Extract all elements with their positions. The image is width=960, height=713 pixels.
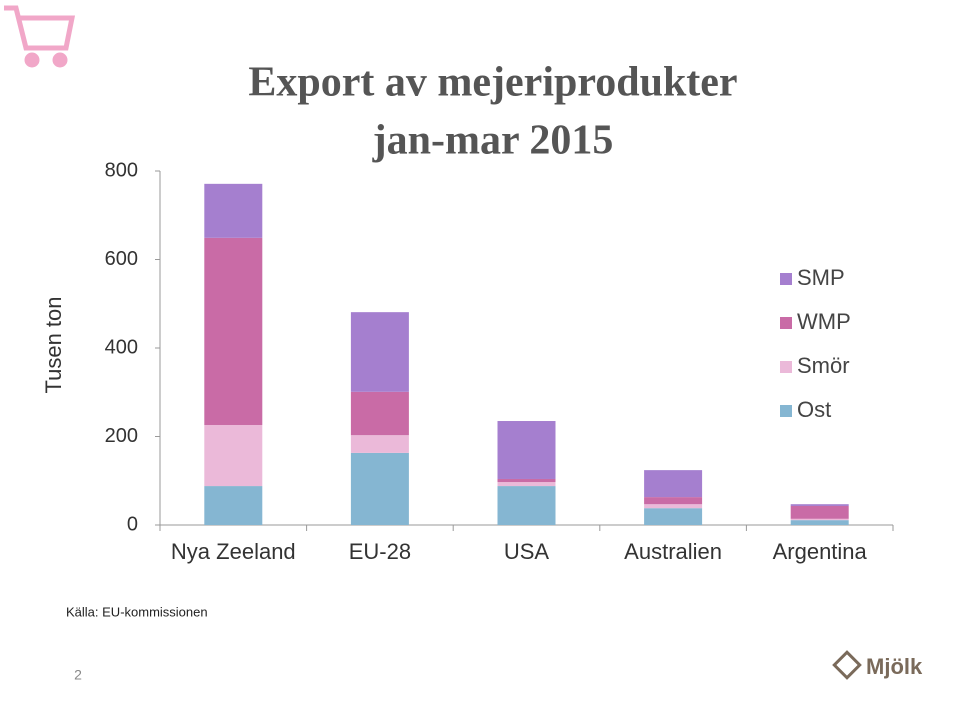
legend-label: WMP [797,309,851,334]
bar-segment [497,478,556,483]
y-tick-label: 200 [105,425,138,447]
legend-label: SMP [797,265,845,290]
y-tick-label: 600 [105,248,138,270]
x-tick-label: Australien [624,539,722,564]
bar-segment [204,237,263,425]
legend-swatch [780,361,792,373]
bar-segment [350,452,409,525]
bar-segment [644,508,703,525]
bar-segment [350,435,409,453]
bar-segment [644,470,703,498]
bar-segment [790,504,849,506]
chart-title: Export av mejeriprodukter [248,60,737,106]
legend-swatch [780,405,792,417]
bar-segment [644,497,703,505]
cart-icon [4,5,76,68]
bar-segment [204,424,263,487]
legend-label: Ost [797,397,831,422]
x-tick-label: USA [504,539,550,564]
logo-text: Mjölk [866,654,923,679]
bar-segment [497,421,556,479]
y-tick-label: 400 [105,336,138,358]
bar-segment [790,520,849,525]
page-number: 2 [74,667,82,683]
x-tick-label: Nya Zeeland [171,539,296,564]
x-tick-label: EU-28 [349,539,411,564]
bar-segment [790,518,849,521]
bar-segment [497,486,556,525]
logo: Mjölk [832,650,923,680]
legend-swatch [780,273,792,285]
bar-segment [644,504,703,509]
chart-title: jan-mar 2015 [372,118,614,164]
source: Källa: EU-kommissionen [66,604,208,619]
y-tick-label: 800 [105,159,138,181]
bar-segment [350,391,409,436]
legend-swatch [780,317,792,329]
bar-segment [204,183,263,238]
x-tick-label: Argentina [773,539,868,564]
bar-segment [350,312,409,392]
legend-label: Smör [797,353,850,378]
bar-segment [497,482,556,487]
bar-segment [790,505,849,519]
y-axis-label: Tusen ton [41,296,66,393]
y-tick-label: 0 [127,513,138,535]
bar-segment [204,486,263,525]
